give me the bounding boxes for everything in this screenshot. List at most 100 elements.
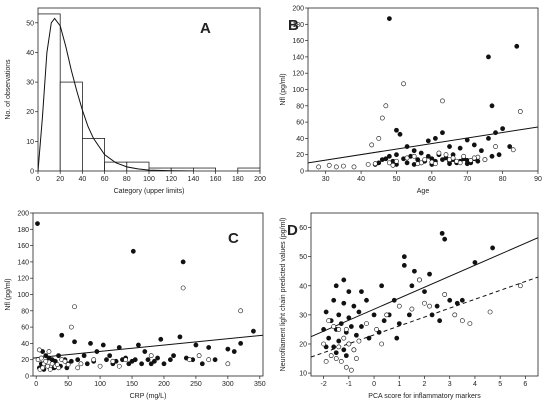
chart-a-x-tick-label: 0 [36,176,40,183]
chart-c-panel-letter: C [228,230,239,247]
chart-d-point-filled [364,297,369,303]
chart-a-y-tick-label: 20 [26,109,34,116]
chart-d-y-tick-label: 50 [299,254,307,261]
chart-c-point-filled [43,353,49,359]
chart-d-point-filled [371,312,377,318]
chart-b-point-filled [411,148,417,154]
chart-d-x-tick-label: -1 [346,381,352,388]
chart-d-point-open [356,338,362,344]
chart-c-point-open [49,361,55,367]
chart-d-point-filled [434,303,440,309]
chart-b-point-filled [464,137,470,143]
chart-a-y-tick-label: 30 [26,80,34,87]
chart-d-point-open [487,309,493,315]
chart-a-bar [192,167,216,171]
chart-c-point-open [206,357,212,363]
chart-d-point-open [348,367,354,373]
chart-b-point-open [457,160,463,166]
chart-b-y-tick-label: 100 [292,87,304,94]
chart-c-y-tick-label: 20 [21,357,29,364]
chart-c-point-filled [107,353,113,359]
chart-b-svg: 30 40 50 60 70 80 90 0 20 40 60 80 100 120 140 160 180 20… [280,6,542,196]
chart-d-point-filled [454,300,460,306]
chart-c-point-filled [56,353,61,359]
chart-d-y-axis-label: Neurofilament light chain predicted valu… [280,218,287,372]
chart-c-point-filled [139,361,145,367]
chart-d-point-open [427,303,432,309]
chart-c-point-open [110,358,116,364]
chart-d-point-open [452,312,458,318]
chart-c-x-tick-label: 150 [126,381,138,388]
chart-b-point-filled [447,161,452,167]
chart-b-y-tick-label: 140 [292,54,304,61]
chart-c-point-filled [151,358,157,364]
chart-d-point-filled [359,289,364,294]
chart-c-point-filled [167,357,173,363]
chart-c-point-filled [251,328,256,334]
chart-c-point-open [43,358,49,364]
chart-b-point-open [471,155,477,161]
chart-a-bar [59,81,83,171]
chart-d-point-filled [427,271,432,277]
chart-d-x-tick-label: 4 [473,381,477,388]
chart-d-point-filled [341,300,347,306]
chart-c-point-open [38,355,44,361]
chart-b-point-filled [394,152,399,158]
chart-c-point-filled [225,346,231,352]
chart-d-point-open [341,335,347,341]
chart-d-point-open [323,359,329,364]
chart-d-point-filled [447,297,453,303]
chart-b-point-filled [464,161,470,167]
chart-b-point-filled [496,152,502,158]
chart-c-y-tick-label: 60 [21,325,29,332]
chart-a-x-tick-label: 100 [143,176,155,183]
chart-d-point-filled [354,332,359,338]
chart-d-point-filled [459,297,465,303]
chart-c-svg: 0 50 100 150 200 250 300 350 0 20 40 60 80 100 120 140 1… [5,211,266,401]
chart-c-point-open [97,363,103,369]
chart-d-x-axis-label: PCA score for inflammatory markers [368,393,481,400]
chart-c-point-open [238,308,244,314]
chart-b-y-axis-label: Nfl (pg/ml) [280,73,287,105]
chart-d-point-filled [333,283,339,289]
chart-a-y-tick-label: 10 [26,139,34,146]
chart-c-y-tick-label: 160 [17,243,29,250]
chart-d-point-filled [341,347,347,353]
chart-b-point-open [351,164,357,170]
chart-d-point-open [396,303,402,309]
chart-b-point-filled [386,153,392,159]
panel-b-scatter-age: 30 40 50 60 70 80 90 0 20 40 60 80 100 120 140 160 180 20… [275,0,550,205]
chart-b-point-open [450,155,456,161]
chart-b-point-open [436,150,442,156]
chart-a-x-tick-label: 60 [101,176,109,183]
chart-b-point-filled [486,54,491,60]
chart-b-point-filled [507,144,513,149]
chart-b-point-filled [478,148,484,154]
chart-c-point-filled [231,349,237,354]
chart-b-point-filled [404,144,410,149]
chart-d-point-open [354,356,359,361]
chart-d-point-filled [351,303,357,309]
chart-b-x-tick-label: 40 [357,176,365,183]
chart-d-y-tick-label: 20 [299,341,307,348]
chart-b-point-filled [493,130,498,136]
chart-d-x-tick-label: 0 [372,381,376,388]
chart-b-point-filled [471,142,477,148]
chart-d-point-open [364,321,369,327]
chart-c-point-open [47,367,53,372]
chart-c-point-open [75,365,81,371]
chart-d-x-tick-label: 1 [397,381,401,388]
chart-d-point-open [517,283,523,289]
chart-c-point-open [68,324,74,330]
chart-d-point-open [343,364,349,370]
chart-b-point-filled [432,135,438,141]
chart-c-y-tick-label: 40 [21,341,29,348]
chart-a-bar [82,137,106,171]
chart-b-point-filled [415,157,421,162]
chart-b-x-tick-label: 50 [393,176,401,183]
chart-c-point-open [196,353,202,359]
chart-c-point-filled [148,361,154,367]
chart-d-point-open [379,341,385,347]
chart-c-x-axis-label: CRP (mg/L) [130,393,167,400]
chart-b-point-filled [486,135,491,141]
